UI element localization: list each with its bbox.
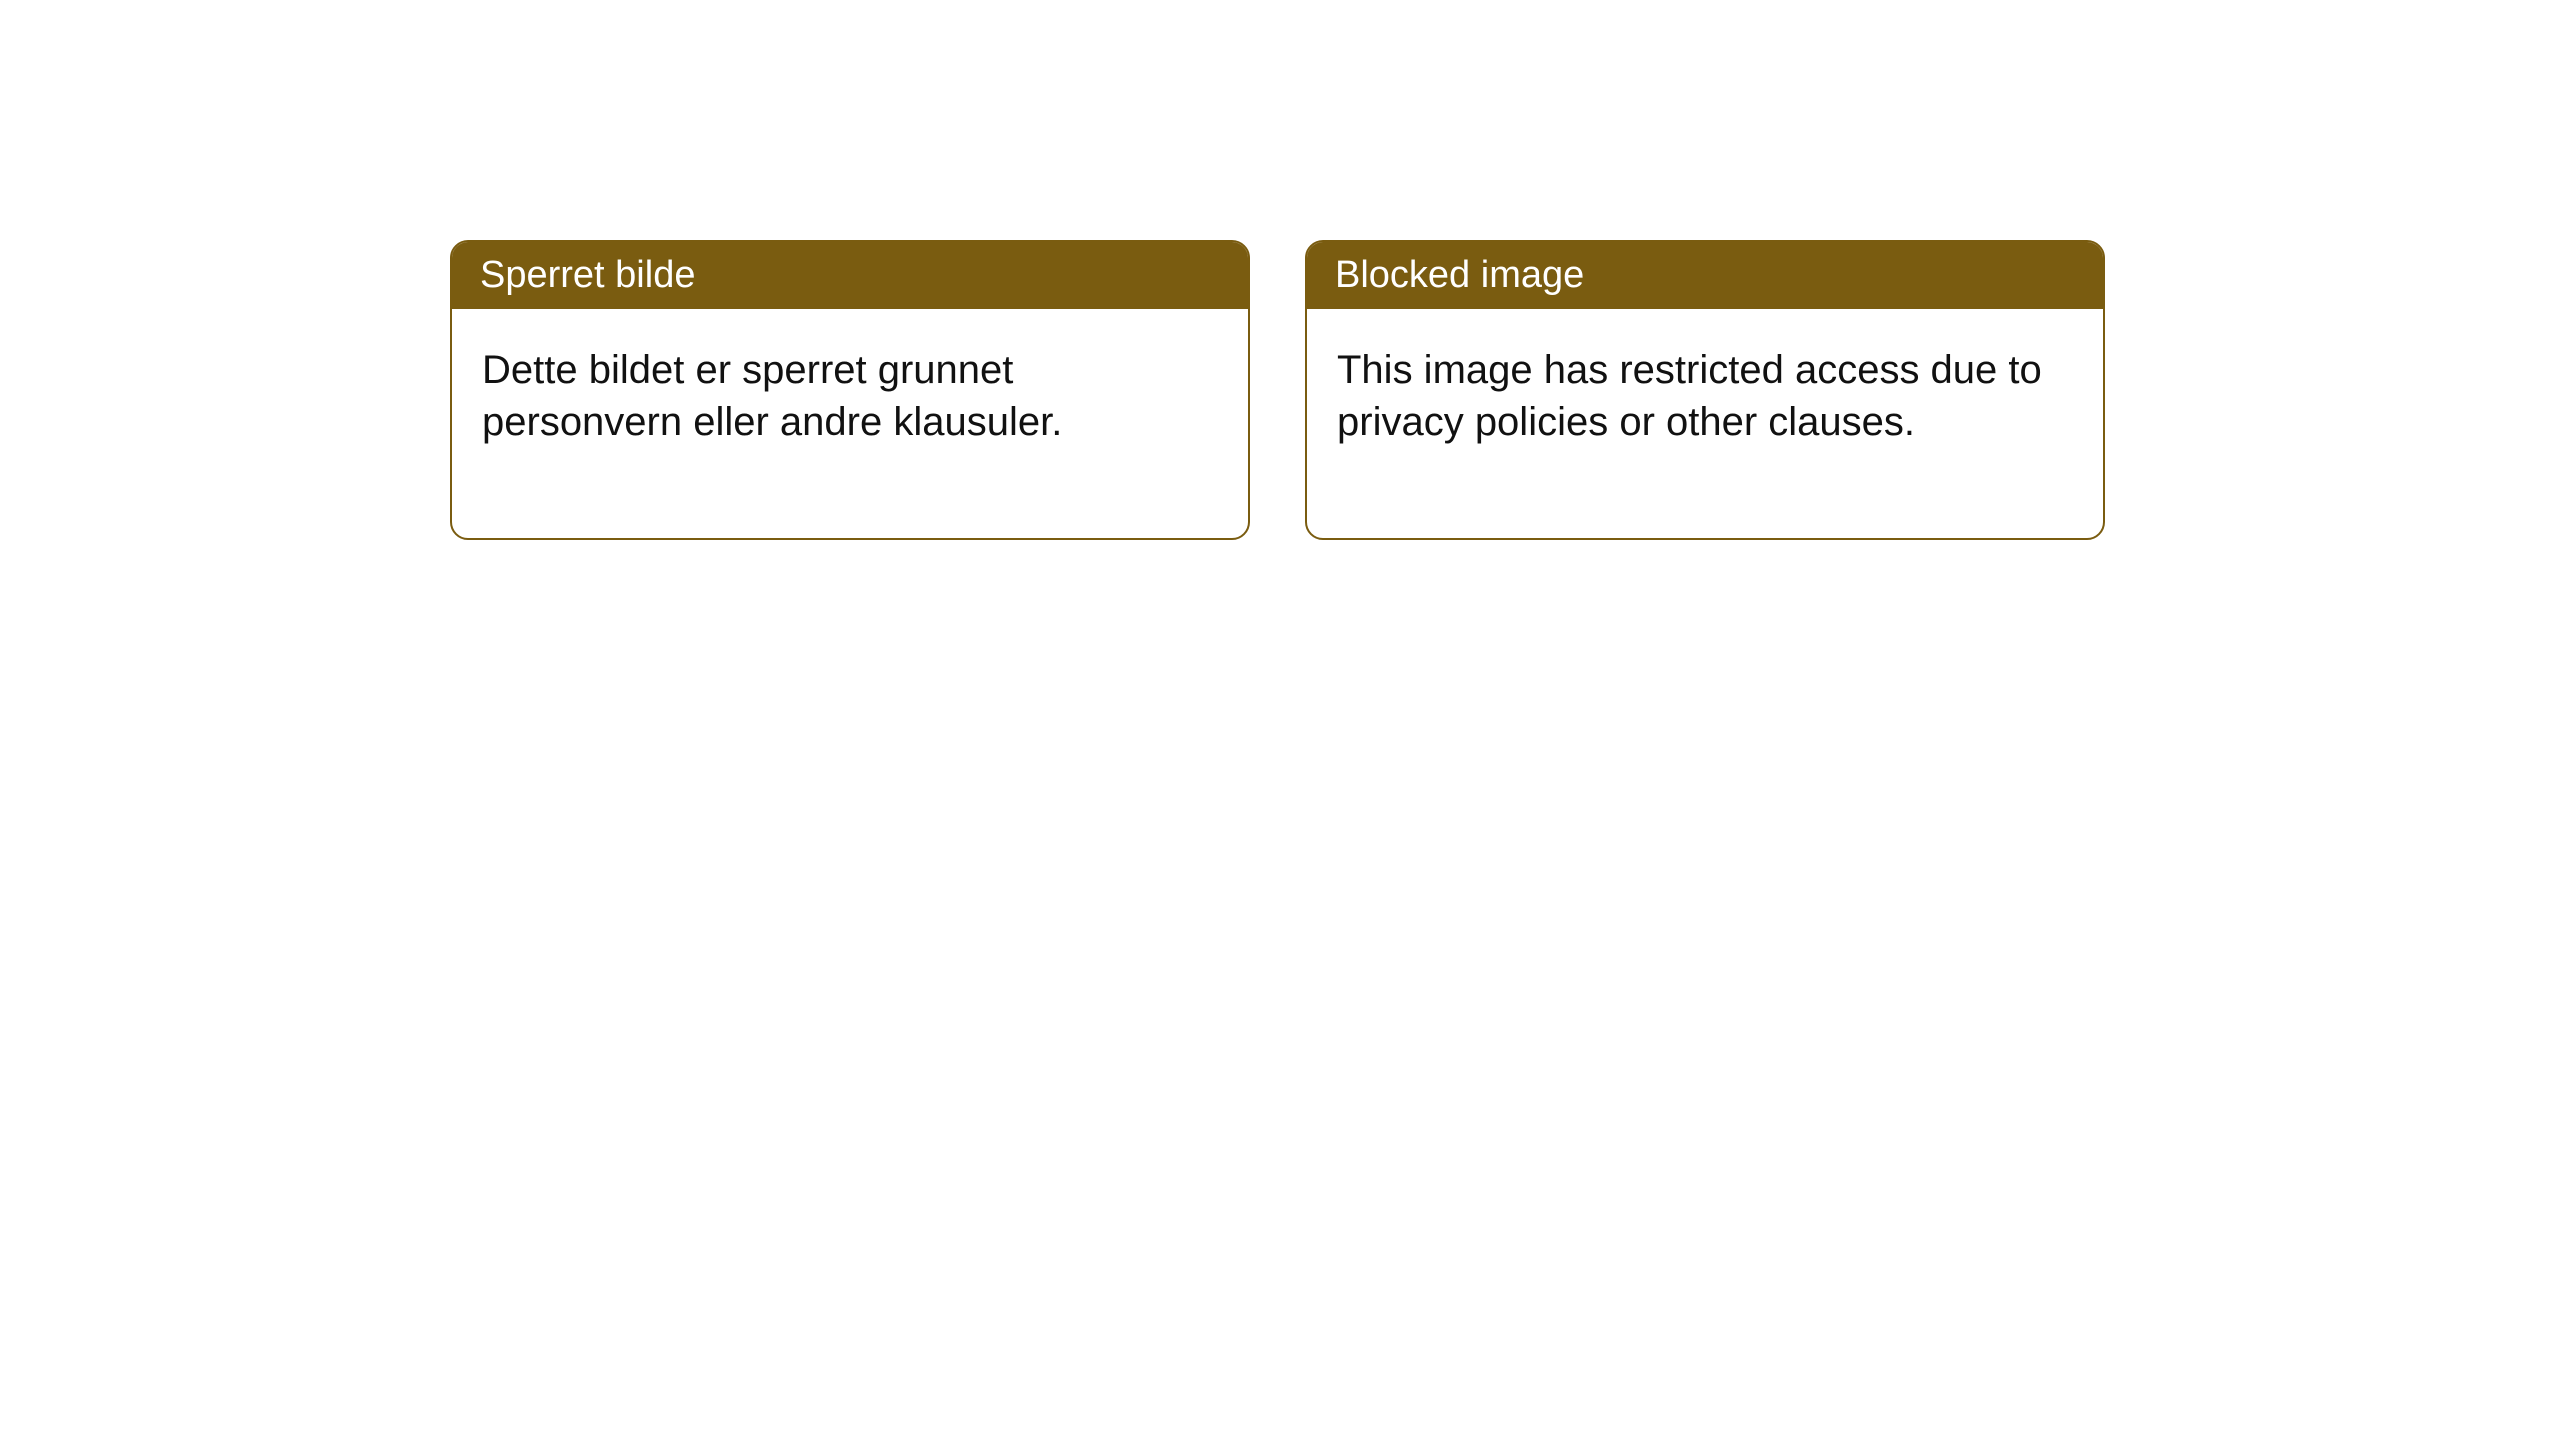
notice-body-norwegian: Dette bildet er sperret grunnet personve… xyxy=(452,309,1248,538)
notice-container: Sperret bilde Dette bildet er sperret gr… xyxy=(450,240,2105,540)
notice-header-norwegian: Sperret bilde xyxy=(452,242,1248,309)
notice-card-english: Blocked image This image has restricted … xyxy=(1305,240,2105,540)
notice-body-english: This image has restricted access due to … xyxy=(1307,309,2103,538)
notice-header-english: Blocked image xyxy=(1307,242,2103,309)
notice-card-norwegian: Sperret bilde Dette bildet er sperret gr… xyxy=(450,240,1250,540)
